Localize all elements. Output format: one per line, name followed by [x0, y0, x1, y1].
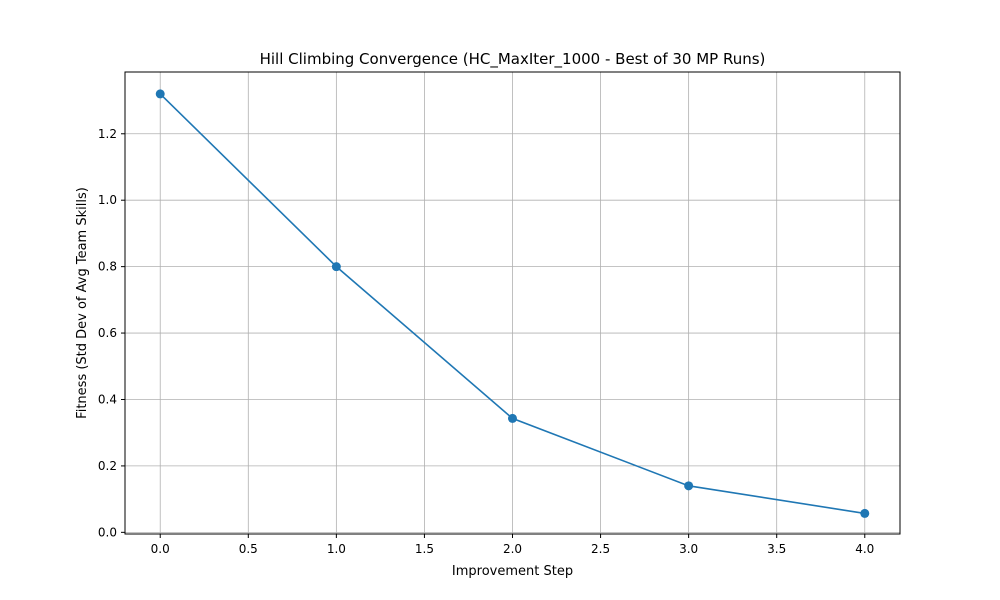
- grid: [125, 72, 900, 534]
- data-point: [155, 89, 165, 99]
- x-tick-label: 0.5: [239, 542, 258, 556]
- data-point: [508, 413, 517, 423]
- chart-title: Hill Climbing Convergence (HC_MaxIter_10…: [260, 50, 766, 69]
- data-point: [860, 508, 870, 518]
- y-tick-label: 0.4: [98, 392, 117, 406]
- y-tick-label: 0.2: [98, 459, 117, 473]
- x-tick-label: 3.0: [679, 542, 698, 556]
- series-layer: [155, 89, 870, 518]
- y-axis-label: Fitness (Std Dev of Avg Team Skills): [75, 187, 90, 419]
- x-tick-label: 1.5: [415, 542, 434, 556]
- x-tick-label: 0.0: [151, 542, 170, 556]
- x-tick-label: 2.0: [503, 542, 522, 556]
- ticks: 0.0 0.5 1.0 1.5 2.0 2.5 3.0 3.5 4.0 0.0 0.2 0.4 0.6 0…: [98, 127, 874, 556]
- x-axis-label: Improvement Step: [452, 564, 573, 579]
- y-tick-label: 0.8: [98, 260, 117, 274]
- y-tick-label: 0.6: [98, 326, 117, 340]
- x-tick-label: 2.5: [591, 542, 610, 556]
- y-tick-label: 0.0: [98, 525, 117, 539]
- y-tick-label: 1.0: [98, 193, 117, 207]
- x-tick-label: 3.5: [767, 542, 786, 556]
- y-tick-label: 1.2: [98, 127, 117, 141]
- x-tick-label: 4.0: [855, 542, 874, 556]
- x-tick-label: 1.0: [327, 542, 346, 556]
- data-point: [684, 481, 694, 491]
- data-point: [331, 262, 341, 272]
